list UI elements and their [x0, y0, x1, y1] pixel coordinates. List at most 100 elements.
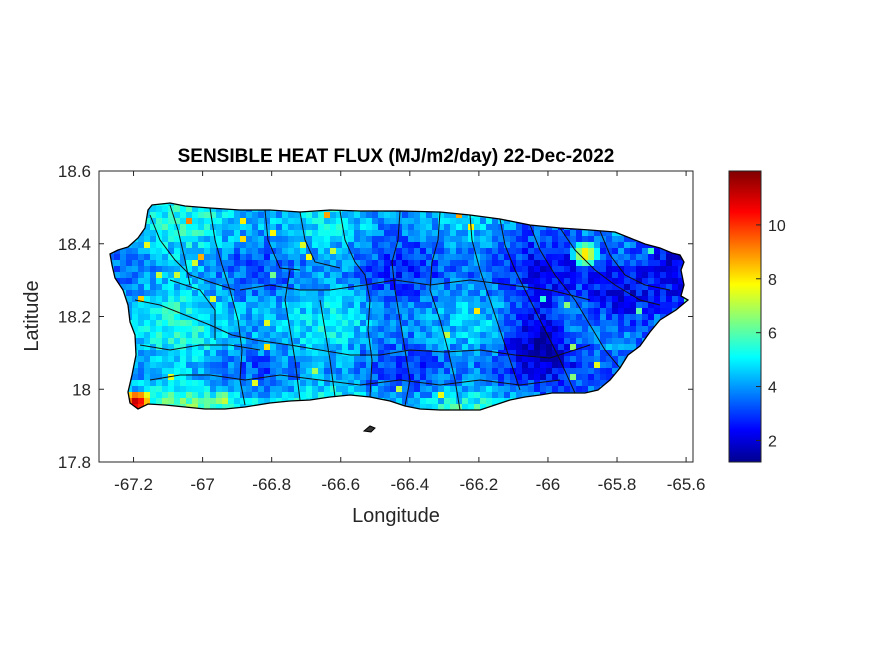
field-cell [288, 254, 295, 261]
field-cell [270, 236, 277, 243]
field-cell [564, 380, 571, 387]
field-cell [312, 266, 319, 273]
field-cell [486, 284, 493, 291]
field-cell [294, 218, 301, 225]
field-cell [456, 338, 463, 345]
field-cell [318, 368, 325, 375]
municipality-boundary [391, 210, 411, 407]
field-cell [582, 332, 589, 339]
field-cell [396, 278, 403, 285]
field-cell [138, 338, 145, 345]
field-cell [492, 362, 499, 369]
field-cell [162, 224, 169, 231]
field-cell [318, 254, 325, 261]
field-cell [450, 260, 457, 267]
field-cell [300, 296, 307, 303]
field-cell [450, 308, 457, 315]
field-cell [600, 350, 607, 357]
field-cell [306, 224, 313, 231]
field-cell [426, 374, 433, 381]
field-cell [462, 344, 469, 351]
field-cell [138, 308, 145, 315]
field-cell [198, 344, 205, 351]
field-cell [210, 362, 217, 369]
field-cell [180, 320, 187, 327]
field-cell [612, 272, 619, 279]
field-cell [294, 326, 301, 333]
field-cell [438, 254, 445, 261]
field-cell [156, 344, 163, 351]
field-cell [114, 254, 121, 261]
field-cell [186, 374, 193, 381]
field-cell [528, 248, 535, 255]
field-cell [444, 380, 451, 387]
field-cell [198, 398, 205, 405]
field-cell [564, 290, 571, 297]
field-cell [300, 392, 307, 399]
field-cell [540, 236, 547, 243]
field-cell [570, 296, 577, 303]
field-cell [378, 308, 385, 315]
field-cell [486, 374, 493, 381]
field-cell [660, 260, 667, 267]
field-cell [216, 254, 223, 261]
field-cell [492, 344, 499, 351]
field-cell [222, 320, 229, 327]
field-cell [618, 356, 625, 363]
field-cell [114, 248, 121, 255]
field-cell [468, 320, 475, 327]
field-cell [222, 212, 229, 219]
field-cell [246, 326, 253, 333]
field-cell [534, 272, 541, 279]
field-cell [318, 296, 325, 303]
field-cell [480, 272, 487, 279]
field-cell [324, 356, 331, 363]
field-cell [366, 344, 373, 351]
field-cell [408, 254, 415, 261]
field-cell [336, 362, 343, 369]
field-cell [462, 266, 469, 273]
field-cell [156, 326, 163, 333]
field-cell [456, 242, 463, 249]
field-cell [432, 272, 439, 279]
field-cell [384, 224, 391, 231]
field-cell [120, 248, 127, 255]
field-cell [318, 338, 325, 345]
field-cell [252, 374, 259, 381]
field-cell [396, 320, 403, 327]
field-cell [282, 236, 289, 243]
field-cell [216, 392, 223, 399]
field-cell [372, 212, 379, 219]
field-cell [570, 344, 577, 351]
field-cell [306, 218, 313, 225]
field-cell [204, 272, 211, 279]
field-cell [564, 350, 571, 357]
field-cell [516, 284, 523, 291]
field-cell [228, 332, 235, 339]
field-cell [168, 332, 175, 339]
field-cell [138, 266, 145, 273]
field-cell [192, 398, 199, 405]
field-cell [246, 338, 253, 345]
field-cell [636, 272, 643, 279]
field-cell [534, 236, 541, 243]
field-cell [162, 320, 169, 327]
field-cell [204, 248, 211, 255]
field-cell [210, 296, 217, 303]
field-cell [414, 326, 421, 333]
field-cell [180, 230, 187, 237]
field-cell [570, 248, 577, 255]
field-cell [354, 278, 361, 285]
field-cell [636, 284, 643, 291]
field-cell [552, 254, 559, 261]
field-cell [330, 290, 337, 297]
field-cell [432, 236, 439, 243]
field-cell [288, 272, 295, 279]
field-cell [366, 356, 373, 363]
field-cell [372, 296, 379, 303]
field-cell [402, 254, 409, 261]
field-cell [564, 248, 571, 255]
field-cell [330, 296, 337, 303]
field-cell [300, 320, 307, 327]
field-cell [666, 272, 673, 279]
